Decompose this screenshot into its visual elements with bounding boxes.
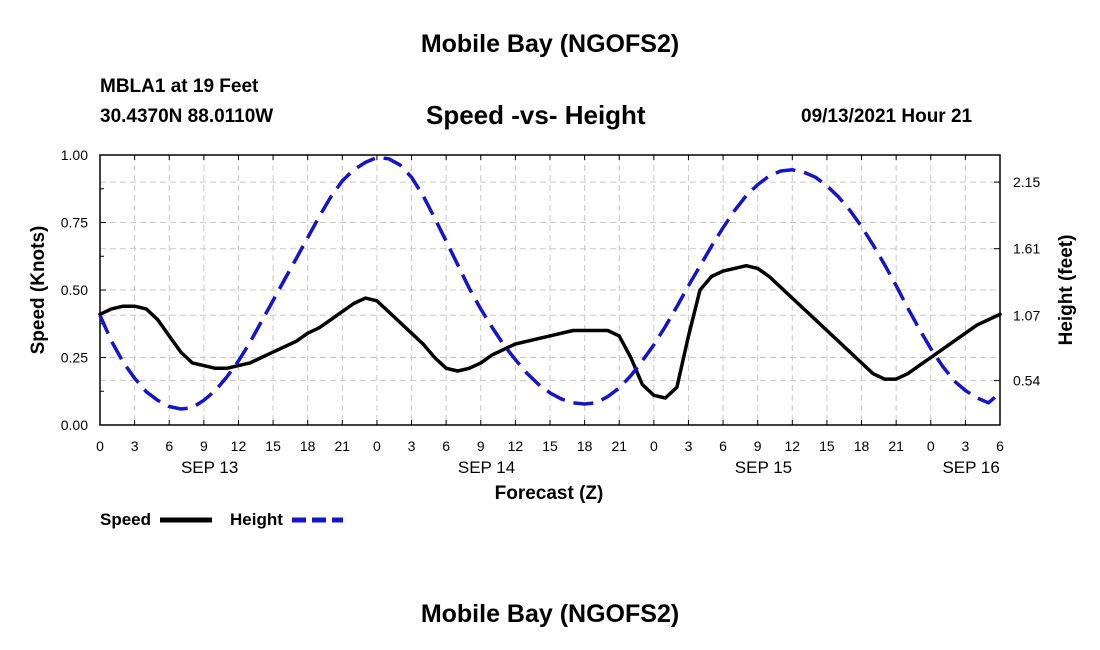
x-axis-label: Forecast (Z) [495, 483, 604, 504]
date-label: SEP 13 [181, 458, 238, 477]
x-tick-label: 9 [477, 438, 485, 454]
x-tick-label: 15 [542, 438, 558, 454]
forecast-datetime: 09/13/2021 Hour 21 [801, 106, 973, 127]
x-tick-label: 21 [335, 438, 351, 454]
y2-tick-label: 1.61 [1013, 241, 1040, 257]
grid-lines [100, 155, 1000, 425]
x-tick-label: 3 [961, 438, 969, 454]
y-tick-label: 0.00 [61, 417, 88, 433]
x-tick-label: 3 [685, 438, 693, 454]
x-tick-label: 0 [650, 438, 658, 454]
y-tick-label: 1.00 [61, 147, 88, 163]
series-line-speed [98, 263, 1002, 400]
chart-title: Mobile Bay (NGOFS2) [420, 30, 680, 58]
x-tick-label: 18 [854, 438, 870, 454]
x-tick-label: 3 [131, 438, 139, 454]
y2-tick-label: 1.07 [1013, 307, 1040, 323]
y-axis-label: Speed (Knots) [28, 226, 49, 355]
x-tick-label: 0 [373, 438, 381, 454]
y-tick-label: 0.50 [61, 282, 88, 298]
date-label: SEP 16 [942, 458, 999, 477]
legend-height-label: Height [230, 510, 283, 529]
legend-speed-label: Speed [100, 510, 151, 529]
y-tick-labels: 0.00 0.25 0.50 0.75 1.00 [61, 147, 88, 433]
x-tick-label: 12 [231, 438, 247, 454]
station-coords: 30.4370N 88.0110W [100, 106, 274, 127]
y-tick-label: 0.75 [61, 215, 88, 231]
x-tick-label: 6 [719, 438, 727, 454]
series-line-height [98, 155, 1002, 411]
date-labels: SEP 13 SEP 14 SEP 15 SEP 16 [181, 458, 1000, 477]
x-tick-label: 18 [577, 438, 593, 454]
chart-subtitle: Speed -vs- Height [426, 100, 646, 130]
x-tick-label: 21 [888, 438, 904, 454]
legend: Speed Height [100, 510, 343, 529]
y2-axis-label: Height (feet) [1056, 235, 1077, 346]
station-label: MBLA1 at 19 Feet [100, 76, 259, 97]
x-tick-label: 0 [96, 438, 104, 454]
x-tick-label: 15 [265, 438, 281, 454]
axis-ticks [99, 154, 1001, 426]
x-tick-label: 18 [300, 438, 316, 454]
x-tick-label: 6 [165, 438, 173, 454]
series-lines [98, 155, 1002, 411]
y2-tick-labels: 0.54 1.07 1.61 2.15 [1013, 174, 1040, 388]
x-tick-label: 6 [996, 438, 1004, 454]
x-tick-label: 3 [408, 438, 416, 454]
x-tick-label: 6 [442, 438, 450, 454]
x-tick-label: 15 [819, 438, 835, 454]
date-label: SEP 14 [458, 458, 515, 477]
y2-tick-label: 0.54 [1013, 373, 1040, 389]
x-tick-label: 9 [200, 438, 208, 454]
x-tick-label: 0 [927, 438, 935, 454]
x-tick-label: 12 [785, 438, 801, 454]
date-label: SEP 15 [735, 458, 792, 477]
x-tick-label: 21 [611, 438, 627, 454]
x-tick-label: 9 [754, 438, 762, 454]
y-tick-label: 0.25 [61, 350, 88, 366]
footer-title: Mobile Bay (NGOFS2) [420, 600, 680, 628]
x-tick-label: 12 [508, 438, 524, 454]
x-tick-labels: 0 3 6 9 12 15 18 21 0 3 6 9 12 15 18 21 0 3 6 9 12 15 18 21 0 3 6 [96, 438, 1004, 454]
y2-tick-label: 2.15 [1013, 174, 1040, 190]
